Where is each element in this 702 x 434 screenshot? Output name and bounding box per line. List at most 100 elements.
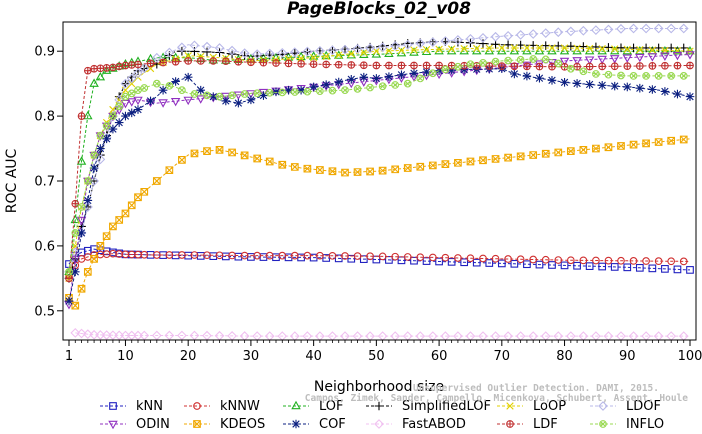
data-point-ldf [184,57,193,65]
y-tick-label: 0.9 [34,45,55,60]
data-point-inflo [441,65,450,74]
data-point-kdeos [378,166,387,175]
data-point-lof [70,214,81,224]
data-point-cof [102,134,111,144]
data-point-ldof [277,47,288,58]
data-point-kdeos [215,145,224,154]
data-point-inflo [604,70,613,79]
data-point-kdeos [428,161,437,170]
data-point-ldof [641,23,651,34]
data-point-ldf [334,60,343,69]
data-point-loop [385,47,393,55]
data-point-cof [560,78,569,87]
data-point-ldof [616,23,626,34]
data-point-inflo [115,102,124,111]
data-point-kdeos [328,167,337,176]
data-point-kdeos [253,154,262,163]
data-point-ldof [327,45,338,56]
data-point-odin [672,51,683,61]
data-point-cof [158,85,168,95]
data-point-inflo [77,203,86,211]
data-point-knnw [240,251,249,260]
data-point-cof [384,72,394,81]
data-point-kdeos [479,156,487,165]
data-point-inflo [134,86,142,94]
data-point-knnw [215,251,224,260]
data-point-knnw [253,251,262,260]
data-point-loop [347,50,355,58]
data-point-inflo [516,56,525,64]
data-point-inflo [203,91,211,100]
data-point-ldof [239,48,250,59]
data-point-knnw [391,252,400,261]
data-point-odin [108,112,118,122]
data-point-inflo [65,268,73,276]
series-knnw [65,249,691,279]
data-point-ldof [427,37,438,47]
data-point-knn [447,258,456,266]
data-point-fastabod [478,331,488,340]
data-point-kdeos [165,166,174,175]
data-point-kdeos [491,155,500,163]
data-point-ldf [65,274,73,283]
legend-swatch-marker [193,420,201,428]
data-point-kdeos [77,284,86,293]
data-point-inflo [428,69,437,78]
series-ldf [65,57,694,283]
data-point-odin [647,53,658,62]
data-point-odin [101,122,112,132]
data-point-knnw [504,255,512,263]
data-point-knn [661,265,669,273]
data-point-knnw [265,251,274,260]
data-point-ldof [133,68,143,79]
data-point-cof [610,81,620,91]
data-point-odin [195,95,206,104]
data-point-kdeos [604,143,613,152]
data-point-knn [523,260,531,269]
legend-item-knnw: kNNW [184,399,260,414]
data-point-odin [95,132,106,141]
data-point-cof [459,65,469,74]
data-point-lof [346,50,357,59]
data-point-kdeos [617,142,625,150]
data-point-kdeos [667,136,676,145]
x-tick-label: 20 [180,349,197,364]
data-point-kdeos [203,147,211,155]
data-point-ldof [591,25,601,35]
data-point-fastabod [277,331,288,340]
x-axis: 1 10 20 30 40 50 60 70 80 90 100 [65,340,702,364]
data-point-knnw [629,257,638,265]
legend-item-lof: LOF [283,399,344,414]
data-point-cof [510,69,519,79]
data-point-kdeos [529,151,538,159]
data-point-loop [473,44,481,53]
data-point-loop [573,44,581,52]
data-point-loop [648,46,657,54]
data-point-inflo [366,83,374,92]
data-point-fastabod [553,331,564,340]
data-point-ldf [397,61,406,70]
data-point-fastabod [377,331,388,340]
data-point-ldf [247,58,255,67]
data-point-knnw [491,254,500,263]
data-point-knn [585,262,594,270]
data-point-ldof [515,30,526,40]
data-point-fastabod [528,331,539,340]
x-tick-label: 60 [431,349,448,364]
legend-swatch-marker [193,402,201,410]
data-point-simplifiedlof [190,47,199,56]
data-point-fastabod [641,331,651,340]
data-point-cof [359,72,369,82]
legend-label: KDEOS [220,417,265,432]
data-point-cof [622,82,632,92]
data-point-odin [559,57,570,67]
data-point-ldf [297,60,305,68]
y-axis-label: ROC AUC [4,148,20,213]
data-point-knnw [541,255,550,264]
data-point-ldof [120,78,131,89]
legend-swatch-marker [599,420,607,428]
series-loop [65,44,694,283]
data-point-knnw [516,255,525,264]
data-point-inflo [121,92,130,101]
data-point-kdeos [416,162,425,171]
